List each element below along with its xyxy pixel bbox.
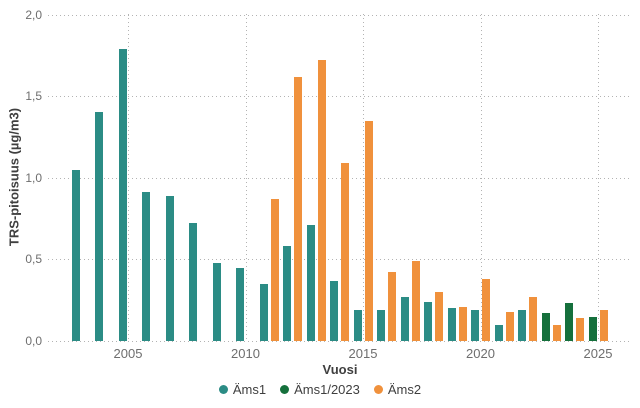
gridline-horizontal [48, 341, 632, 342]
bar-series1-2022[interactable] [518, 309, 526, 341]
bar-series1-2020[interactable] [471, 309, 479, 341]
y-tick-label: 1,0 [25, 170, 42, 185]
gridline-vertical [363, 14, 364, 341]
bar-series3-2020[interactable] [482, 278, 490, 341]
gridline-horizontal [48, 177, 632, 179]
legend-item-label: Äms1 [232, 382, 267, 397]
gridline-horizontal [48, 14, 632, 16]
legend-item-series3[interactable]: Äms2 [373, 382, 422, 397]
y-tick-label: 1,5 [25, 89, 42, 104]
bar-series1-2014[interactable] [330, 280, 338, 341]
x-tick-label: 2020 [466, 346, 495, 361]
x-tick-label: 2005 [113, 346, 143, 361]
bar-series3-2014[interactable] [341, 163, 349, 341]
y-tick-label: 0,0 [25, 334, 42, 348]
gridline-vertical [598, 14, 599, 341]
x-axis-title: Vuosi [322, 362, 358, 377]
bar-series1-2017[interactable] [400, 296, 409, 341]
bar-series1-2004[interactable] [95, 112, 103, 341]
bar-series1-2016[interactable] [377, 309, 385, 341]
bar-series3-2012[interactable] [294, 76, 302, 341]
legend-marker-icon [218, 385, 228, 394]
bar-series3-2024[interactable] [576, 318, 584, 341]
bar-series3-2021[interactable] [505, 311, 514, 341]
bar-series3-2015[interactable] [364, 120, 373, 341]
bar-series3-2025[interactable] [599, 309, 608, 341]
gridline-vertical [128, 14, 129, 341]
legend-marker-icon [373, 385, 383, 394]
x-tick-label: 2025 [583, 346, 613, 361]
gridline-horizontal [48, 259, 632, 261]
bar-series1-2005[interactable] [118, 48, 127, 341]
bar-series1-2018[interactable] [424, 301, 432, 341]
bar-series3-2017[interactable] [411, 261, 420, 341]
legend-item-label: Äms1/2023 [294, 382, 360, 397]
bar-series1-2008[interactable] [189, 223, 197, 341]
bar-series2-2025[interactable] [588, 316, 597, 341]
bar-series3-2016[interactable] [388, 272, 396, 341]
bar-series1-2012[interactable] [283, 246, 291, 341]
legend-marker-icon [280, 385, 290, 394]
bar-series1-2009[interactable] [212, 262, 221, 341]
legend-item-series2[interactable]: Äms1/2023 [280, 382, 360, 397]
bar-series2-2023[interactable] [541, 313, 550, 341]
legend: Äms1 Äms1/2023 Äms2 [0, 382, 640, 397]
legend-item-series1[interactable]: Äms1 [218, 382, 267, 397]
bar-series1-2011[interactable] [259, 283, 268, 341]
bar-series1-2010[interactable] [236, 267, 244, 341]
bar-series3-2019[interactable] [458, 306, 467, 341]
bar-series2-2024[interactable] [565, 303, 573, 341]
bar-series1-2003[interactable] [71, 169, 80, 341]
bar-series1-2013[interactable] [306, 225, 315, 341]
bar-series1-2019[interactable] [447, 308, 456, 341]
bar-series1-2007[interactable] [165, 195, 174, 341]
gridline-horizontal [48, 96, 632, 98]
bar-series3-2022[interactable] [529, 296, 537, 341]
y-axis-title: TRS-pitoisuus (µg/m3) [6, 107, 22, 247]
bar-series3-2023[interactable] [552, 324, 561, 341]
bar-series1-2021[interactable] [494, 324, 503, 341]
bar-series1-2015[interactable] [353, 309, 362, 341]
y-tick-label: 0,5 [25, 252, 42, 267]
bar-series1-2006[interactable] [142, 192, 150, 341]
gridline-vertical [245, 14, 247, 341]
bar-series3-2013[interactable] [317, 60, 326, 341]
bar-series3-2011[interactable] [270, 198, 279, 341]
legend-item-label: Äms2 [387, 382, 422, 397]
x-tick-label: 2010 [231, 346, 260, 361]
y-tick-label: 2,0 [25, 7, 42, 22]
x-tick-label: 2015 [348, 346, 378, 361]
gridline-vertical [480, 14, 482, 341]
bar-series3-2018[interactable] [435, 292, 443, 341]
